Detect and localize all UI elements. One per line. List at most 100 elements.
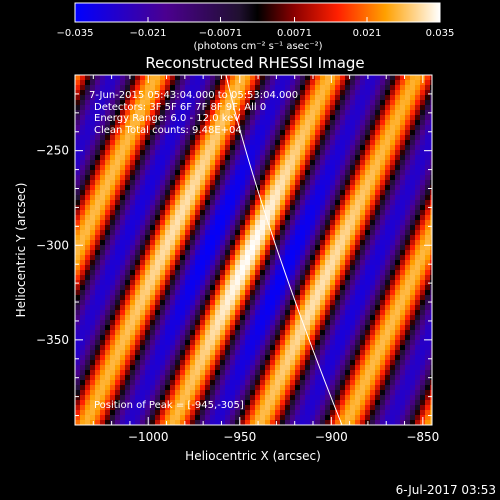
heatmap-cell xyxy=(410,325,416,331)
heatmap-cell xyxy=(290,220,296,226)
heatmap-cell xyxy=(425,130,431,136)
heatmap-cell xyxy=(270,160,276,166)
heatmap-cell xyxy=(315,140,321,146)
heatmap-cell xyxy=(255,180,261,186)
heatmap-cell xyxy=(90,150,96,156)
heatmap-cell xyxy=(420,165,426,171)
heatmap-cell xyxy=(180,405,186,411)
heatmap-cell xyxy=(260,325,266,331)
heatmap-cell xyxy=(120,125,126,131)
heatmap-cell xyxy=(370,390,376,396)
heatmap-cell xyxy=(180,315,186,321)
heatmap-cell xyxy=(280,265,286,271)
heatmap-cell xyxy=(425,270,431,276)
heatmap-cell xyxy=(95,100,101,106)
heatmap-cell xyxy=(115,310,121,316)
heatmap-cell xyxy=(275,245,281,251)
heatmap-cell xyxy=(280,240,286,246)
heatmap-cell xyxy=(115,355,121,361)
heatmap-cell xyxy=(430,95,432,101)
heatmap-cell xyxy=(240,255,246,261)
heatmap-cell xyxy=(75,420,81,425)
heatmap-cell xyxy=(305,310,311,316)
heatmap-cell xyxy=(150,170,156,176)
heatmap-cell xyxy=(220,150,226,156)
heatmap-cell xyxy=(165,320,171,326)
heatmap-cell xyxy=(120,230,126,236)
heatmap-cell xyxy=(75,175,81,181)
heatmap-cell xyxy=(330,335,336,341)
heatmap-cell xyxy=(105,135,111,141)
heatmap-cell xyxy=(345,370,351,376)
heatmap-cell xyxy=(135,215,141,221)
heatmap-cell xyxy=(430,255,432,261)
heatmap-cell xyxy=(240,100,246,106)
heatmap-cell xyxy=(325,125,331,131)
heatmap-cell xyxy=(220,225,226,231)
heatmap-cell xyxy=(105,365,111,371)
heatmap-cell xyxy=(170,90,176,96)
heatmap-cell xyxy=(220,245,226,251)
heatmap-cell xyxy=(265,315,271,321)
heatmap-cell xyxy=(110,170,116,176)
heatmap-cell xyxy=(180,215,186,221)
heatmap-cell xyxy=(130,105,136,111)
heatmap-cell xyxy=(165,370,171,376)
heatmap-cell xyxy=(320,205,326,211)
heatmap-cell xyxy=(240,140,246,146)
heatmap-cell xyxy=(420,320,426,326)
heatmap-cell xyxy=(140,155,146,161)
heatmap-cell xyxy=(135,155,141,161)
heatmap-cell xyxy=(345,180,351,186)
heatmap-cell xyxy=(360,380,366,386)
heatmap-cell xyxy=(175,210,181,216)
heatmap-cell xyxy=(145,105,151,111)
heatmap-cell xyxy=(245,265,251,271)
heatmap-cell xyxy=(155,290,161,296)
heatmap-cell xyxy=(230,285,236,291)
heatmap-cell xyxy=(370,80,376,86)
heatmap-cell xyxy=(140,180,146,186)
heatmap-cell xyxy=(390,255,396,261)
heatmap-cell xyxy=(145,385,151,391)
heatmap-cell xyxy=(220,125,226,131)
heatmap-cell xyxy=(150,175,156,181)
heatmap-cell xyxy=(430,400,432,406)
heatmap-cell xyxy=(230,400,236,406)
heatmap-cell xyxy=(200,290,206,296)
heatmap-cell xyxy=(285,95,291,101)
heatmap-cell xyxy=(150,345,156,351)
heatmap-cell xyxy=(270,95,276,101)
heatmap-cell xyxy=(75,210,81,216)
heatmap-cell xyxy=(120,320,126,326)
heatmap-cell xyxy=(185,150,191,156)
heatmap-cell xyxy=(155,340,161,346)
heatmap-cell xyxy=(150,335,156,341)
heatmap-cell xyxy=(400,125,406,131)
heatmap-cell xyxy=(165,285,171,291)
heatmap-cell xyxy=(345,185,351,191)
heatmap-cell xyxy=(90,225,96,231)
heatmap-cell xyxy=(110,125,116,131)
heatmap-cell xyxy=(160,280,166,286)
heatmap-cell xyxy=(110,375,116,381)
heatmap-cell xyxy=(300,415,306,421)
heatmap-cell xyxy=(140,140,146,146)
heatmap-cell xyxy=(210,390,216,396)
heatmap-cell xyxy=(390,170,396,176)
heatmap-cell xyxy=(210,165,216,171)
heatmap-cell xyxy=(320,120,326,126)
heatmap-cell xyxy=(375,250,381,256)
heatmap-cell xyxy=(290,405,296,411)
heatmap-cell xyxy=(345,235,351,241)
heatmap-cell xyxy=(155,220,161,226)
heatmap-cell xyxy=(230,260,236,266)
heatmap-cell xyxy=(350,140,356,146)
heatmap-cell xyxy=(215,190,221,196)
heatmap-cell xyxy=(340,130,346,136)
heatmap-cell xyxy=(330,195,336,201)
heatmap-cell xyxy=(360,105,366,111)
heatmap-cell xyxy=(390,135,396,141)
heatmap-cell xyxy=(170,280,176,286)
heatmap-cell xyxy=(205,295,211,301)
